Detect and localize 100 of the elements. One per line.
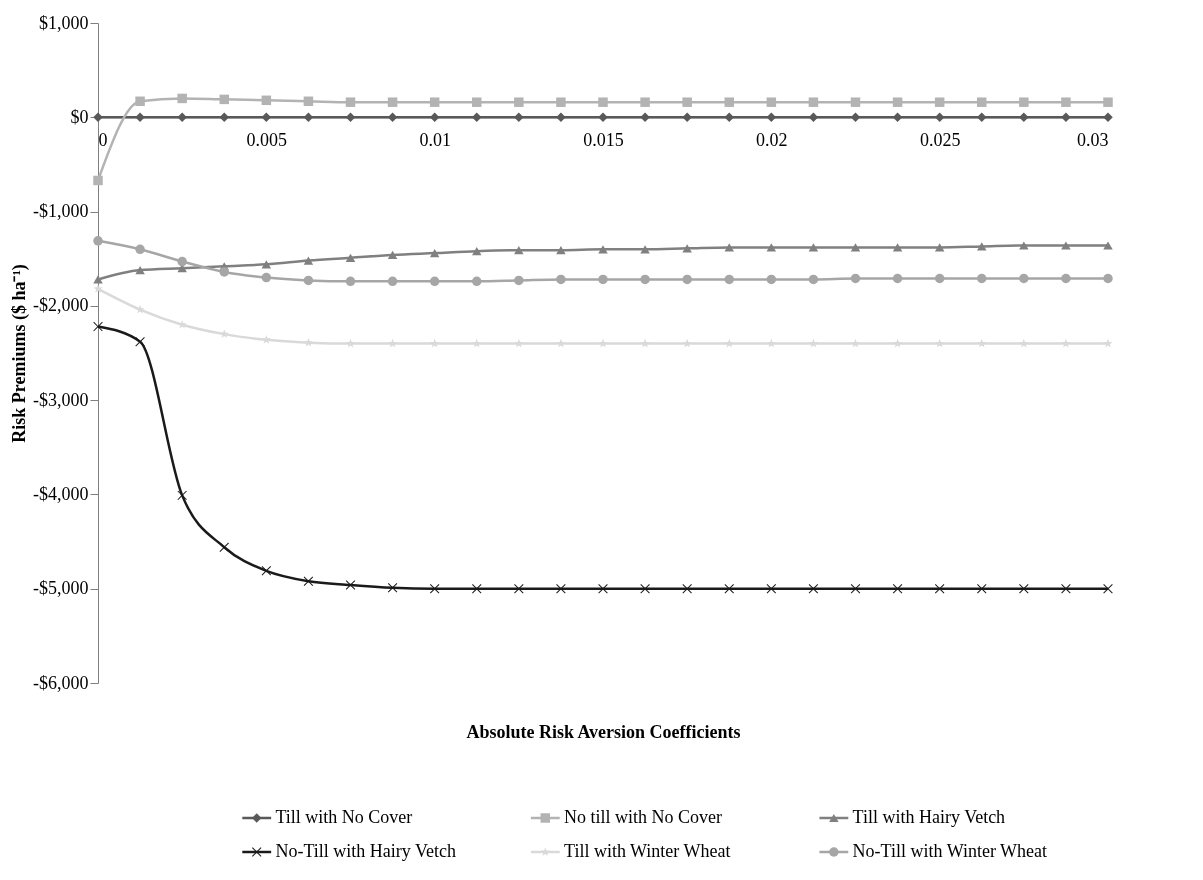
y-tick-label: $1,000 xyxy=(39,12,89,33)
point xyxy=(1103,97,1113,107)
point xyxy=(514,246,524,255)
point xyxy=(640,112,650,123)
point xyxy=(1061,338,1071,348)
point xyxy=(556,274,566,285)
point xyxy=(472,338,482,348)
point xyxy=(219,267,229,277)
point xyxy=(345,253,356,262)
point xyxy=(556,246,566,255)
point xyxy=(1103,241,1113,250)
point xyxy=(1061,273,1071,284)
point xyxy=(977,273,987,284)
point xyxy=(1019,273,1029,284)
point xyxy=(345,97,356,107)
point xyxy=(472,276,482,287)
y-tick-label: -$5,000 xyxy=(33,578,89,599)
legend-label: Till with No Cover xyxy=(275,807,413,827)
x-axis-title: Absolute Risk Aversion Coefficients xyxy=(466,721,741,742)
point xyxy=(345,580,356,590)
point xyxy=(177,256,187,267)
point xyxy=(1019,97,1029,107)
point xyxy=(303,256,314,265)
y-tick-label: -$2,000 xyxy=(33,295,89,316)
point xyxy=(387,276,398,287)
point xyxy=(682,112,692,123)
point xyxy=(93,321,103,332)
point xyxy=(219,542,229,552)
point xyxy=(303,275,314,286)
y-axis-title: Risk Premiums ($ ha⁻¹) xyxy=(9,264,31,443)
point xyxy=(934,273,945,284)
point xyxy=(977,242,987,251)
point xyxy=(1061,97,1071,107)
point xyxy=(977,97,987,107)
point xyxy=(429,583,440,594)
point xyxy=(640,338,650,348)
point xyxy=(556,338,566,348)
x-tick-label: 0.03 xyxy=(1077,129,1109,150)
point xyxy=(556,112,566,123)
point xyxy=(977,338,987,348)
point xyxy=(387,250,398,260)
point xyxy=(724,243,734,252)
point xyxy=(135,112,145,123)
legend-label: No-Till with Hairy Vetch xyxy=(275,841,456,861)
point xyxy=(219,112,229,123)
point xyxy=(387,97,398,107)
point xyxy=(808,274,819,285)
point xyxy=(219,94,229,105)
point xyxy=(135,265,145,275)
point xyxy=(766,243,777,252)
x-tick-label: 0.015 xyxy=(583,129,624,150)
point xyxy=(261,272,272,283)
point xyxy=(303,112,314,123)
point xyxy=(934,583,945,594)
point xyxy=(892,243,903,252)
point xyxy=(977,583,987,594)
point xyxy=(1061,112,1071,123)
point xyxy=(934,243,945,252)
point xyxy=(766,583,777,594)
point xyxy=(345,276,356,287)
point xyxy=(514,97,524,107)
point xyxy=(598,274,608,285)
point xyxy=(177,490,187,501)
x-tick-label: 0.02 xyxy=(756,129,788,150)
point xyxy=(556,97,566,107)
point xyxy=(934,97,945,107)
point xyxy=(556,583,566,594)
point xyxy=(682,274,692,285)
legend-label: Till with Hairy Vetch xyxy=(852,807,1006,827)
point xyxy=(724,97,734,107)
point xyxy=(1103,273,1113,284)
point xyxy=(892,112,903,123)
point xyxy=(766,338,776,348)
y-tick-label: -$6,000 xyxy=(33,672,89,693)
point xyxy=(135,336,145,347)
point xyxy=(177,93,187,104)
point xyxy=(724,338,734,348)
point xyxy=(724,112,734,123)
point xyxy=(892,97,903,107)
point xyxy=(135,96,145,106)
legend-label: No-Till with Winter Wheat xyxy=(852,841,1048,861)
point xyxy=(1103,338,1113,348)
point xyxy=(977,112,987,123)
point xyxy=(850,112,861,123)
point xyxy=(892,273,903,284)
point xyxy=(472,583,482,594)
point xyxy=(177,112,187,123)
point xyxy=(1019,112,1029,123)
point xyxy=(261,566,272,576)
point xyxy=(808,243,819,252)
y-tick-label: -$3,000 xyxy=(33,389,89,410)
point xyxy=(640,97,650,107)
x-tick-label: 0.005 xyxy=(246,129,288,150)
point xyxy=(261,260,272,269)
point xyxy=(472,97,482,107)
point xyxy=(303,576,314,586)
legend-label: Till with Winter Wheat xyxy=(564,841,731,861)
point xyxy=(850,273,861,284)
point xyxy=(598,245,608,254)
x-tick-label: 0.01 xyxy=(419,129,451,150)
